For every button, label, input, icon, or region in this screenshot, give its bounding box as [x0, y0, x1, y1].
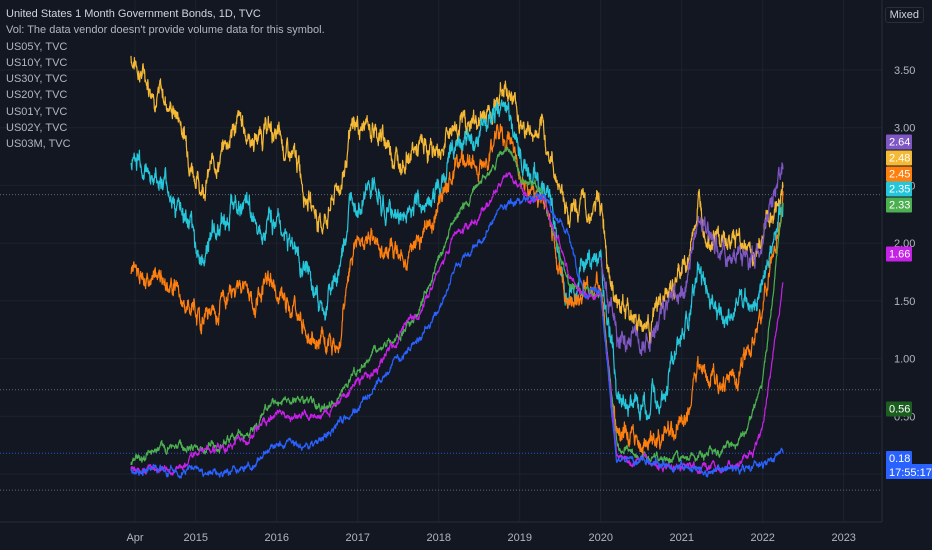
x-tick-label: 2018: [426, 532, 450, 544]
legend-row-us20y[interactable]: US20Y, TVC: [6, 89, 68, 102]
x-tick-label: 2022: [750, 532, 774, 544]
countdown-tag: [886, 464, 932, 479]
y-tick-label: 3.50: [894, 65, 915, 77]
last-value-label: 2.48: [889, 153, 910, 165]
legend-row-us05y[interactable]: US05Y, TVC: [6, 40, 68, 53]
series-line: [130, 123, 784, 455]
last-value-tag: [886, 150, 912, 166]
y-tick-label: 1.50: [894, 296, 915, 308]
chart-legend: United States 1 Month Government Bonds, …: [6, 6, 325, 153]
x-tick-label: 2017: [345, 532, 369, 544]
last-value-tag: [886, 134, 912, 150]
last-value-label: 2.35: [889, 184, 910, 196]
x-tick-label: 2016: [264, 532, 288, 544]
last-value-tag: [886, 246, 912, 262]
legend-row-us01y[interactable]: US01Y, TVC: [6, 105, 68, 118]
last-value-label: 2.33: [889, 200, 910, 212]
last-value-tag: [886, 181, 912, 197]
last-value-tag: [886, 401, 912, 417]
series-line: [130, 99, 784, 421]
last-value-label: 1.66: [889, 249, 910, 261]
last-value-tag: [886, 197, 912, 213]
legend-row-us10y[interactable]: US10Y, TVC: [6, 56, 68, 69]
series-line: [130, 192, 784, 479]
last-value-tag: [886, 166, 912, 182]
series-line: [130, 172, 784, 476]
legend-row-us30y[interactable]: US30Y, TVC: [6, 73, 68, 86]
x-tick-label: 2020: [588, 532, 612, 544]
x-tick-label: Apr: [126, 532, 143, 544]
x-tick-label: 2021: [669, 532, 693, 544]
vol-note: Vol: The data vendor doesn't provide vol…: [6, 24, 325, 37]
x-tick-label: 2023: [831, 532, 855, 544]
y-tick-label: 3.00: [894, 123, 915, 135]
last-value-label: 2.45: [889, 169, 910, 181]
series-line: [130, 55, 784, 346]
legend-row-us02y[interactable]: US02Y, TVC: [6, 122, 68, 135]
last-value-label: 2.64: [889, 137, 910, 149]
x-tick-label: 2019: [507, 532, 531, 544]
legend-row-us03m[interactable]: US03M, TVC: [6, 138, 71, 151]
x-tick-label: 2015: [184, 532, 208, 544]
y-tick-label: 1.00: [894, 354, 915, 366]
scale-mode-button[interactable]: Mixed: [884, 7, 924, 23]
chart-title: United States 1 Month Government Bonds, …: [6, 8, 261, 20]
countdown-label: 17:55:17: [889, 467, 932, 479]
series-line: [130, 146, 784, 465]
last-value-label: 0.56: [889, 404, 910, 416]
last-value-label: 0.18: [889, 453, 910, 465]
series-line: [600, 162, 784, 356]
